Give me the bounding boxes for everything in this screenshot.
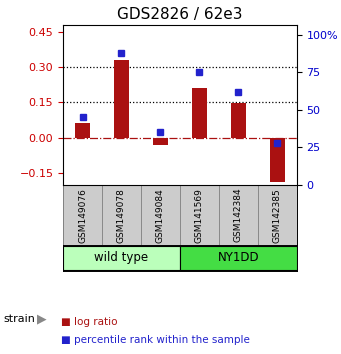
- Bar: [114, 60, 129, 138]
- Text: GSM141569: GSM141569: [195, 188, 204, 243]
- Text: ■ percentile rank within the sample: ■ percentile rank within the sample: [61, 335, 250, 345]
- Text: ▶: ▶: [36, 313, 46, 326]
- Text: NY1DD: NY1DD: [218, 251, 259, 264]
- Bar: [63, 246, 180, 269]
- Title: GDS2826 / 62e3: GDS2826 / 62e3: [117, 7, 243, 22]
- Text: GSM149084: GSM149084: [156, 188, 165, 242]
- Text: GSM149076: GSM149076: [78, 188, 87, 243]
- Text: GSM142385: GSM142385: [273, 188, 282, 242]
- Bar: [75, 123, 90, 138]
- Bar: [270, 138, 285, 182]
- Bar: [153, 138, 168, 145]
- Text: GSM149078: GSM149078: [117, 188, 126, 243]
- Text: strain: strain: [3, 314, 35, 324]
- Bar: [231, 103, 246, 138]
- Text: ■ log ratio: ■ log ratio: [61, 318, 118, 327]
- Text: wild type: wild type: [94, 251, 149, 264]
- Bar: [180, 246, 297, 269]
- Text: GSM142384: GSM142384: [234, 188, 243, 242]
- Bar: [192, 88, 207, 138]
